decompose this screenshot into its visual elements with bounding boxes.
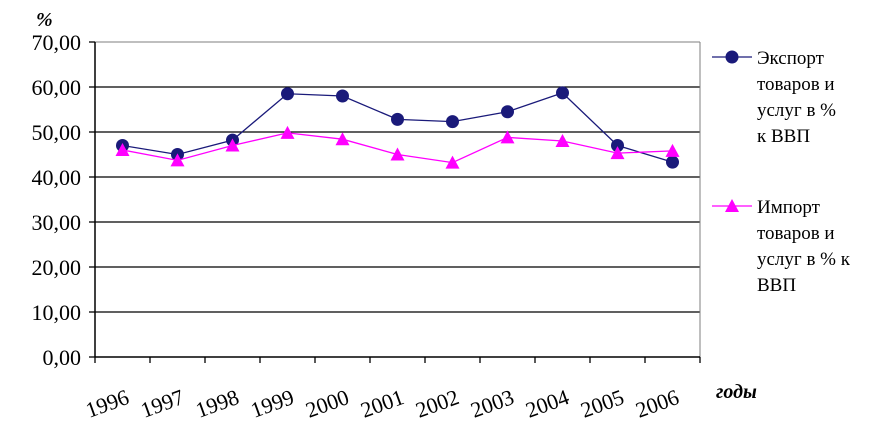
y-tick-label: 40,00: [32, 165, 82, 190]
legend-label-line: услуг в %: [757, 100, 836, 121]
y-tick-label: 60,00: [32, 75, 82, 100]
data-point-triangle: [115, 143, 130, 156]
x-tick-label: 1996: [82, 384, 132, 422]
gridlines: [95, 41, 700, 313]
legend-entry-label: Импорт товаров и услуг в % к ВВП: [757, 197, 851, 296]
y-tick-label: 0,00: [43, 345, 82, 370]
legend-label-line: к ВВП: [757, 126, 810, 147]
data-point-triangle: [500, 130, 515, 144]
x-axis-label: годы: [716, 381, 757, 403]
legend-label-line: ВВП: [757, 275, 796, 296]
data-point-circle: [556, 86, 569, 100]
data-point-circle: [611, 139, 624, 152]
data-point-circle: [281, 87, 294, 101]
x-tick-label: 2003: [467, 384, 517, 422]
data-point-circle: [446, 115, 459, 129]
legend: Экспорт товаров и услуг в % к ВВП Импорт това…: [712, 48, 851, 296]
y-axis-label: %: [36, 9, 53, 31]
data-point-triangle: [665, 143, 680, 157]
x-tick-label: 2005: [577, 384, 627, 422]
data-point-circle: [336, 89, 349, 103]
y-tick-labels: 0,00 10,00 20,00 30,00 40,00 50,00 60,00 70,00: [32, 30, 82, 370]
legend-label-line: товаров и: [757, 223, 835, 244]
legend-label-line: Импорт: [757, 197, 821, 218]
y-tick-label: 50,00: [32, 120, 82, 145]
legend-marker-circle: [725, 50, 739, 64]
data-point-triangle: [170, 153, 185, 167]
x-tick-label: 2001: [357, 384, 407, 422]
x-tick-label: 2004: [522, 384, 572, 422]
axes: [89, 41, 701, 363]
series: [115, 86, 680, 169]
data-point-triangle: [280, 125, 295, 139]
x-tick-label: 2006: [632, 384, 682, 422]
legend-label-line: услуг в % к: [757, 249, 851, 270]
y-tick-label: 20,00: [32, 255, 82, 280]
legend-label-line: товаров и: [757, 74, 835, 95]
x-tick-labels: 1996 1997 1998 1999 2000 2001 2002 2003 2004 2005…: [82, 384, 682, 423]
data-point-triangle: [555, 134, 570, 147]
legend-entry-label: Экспорт товаров и услуг в % к ВВП: [757, 48, 836, 147]
x-tick-label: 1999: [247, 384, 297, 422]
data-point-triangle: [390, 147, 405, 161]
data-point-circle: [501, 105, 514, 119]
data-point-circle: [666, 155, 679, 169]
data-point-triangle: [335, 132, 350, 146]
x-tick-label: 1998: [192, 384, 242, 422]
data-point-triangle: [445, 155, 460, 169]
y-tick-label: 30,00: [32, 210, 82, 235]
data-point-circle: [391, 112, 404, 126]
x-tick-label: 2002: [412, 384, 462, 422]
data-point-triangle: [610, 146, 625, 160]
x-tick-label: 2000: [302, 384, 352, 422]
x-tick-label: 1997: [137, 384, 187, 422]
y-tick-label: 10,00: [32, 300, 82, 325]
legend-marker-triangle: [725, 199, 739, 212]
data-point-triangle: [225, 138, 240, 152]
y-tick-label: 70,00: [32, 30, 82, 55]
legend-label-line: Экспорт: [757, 48, 825, 69]
